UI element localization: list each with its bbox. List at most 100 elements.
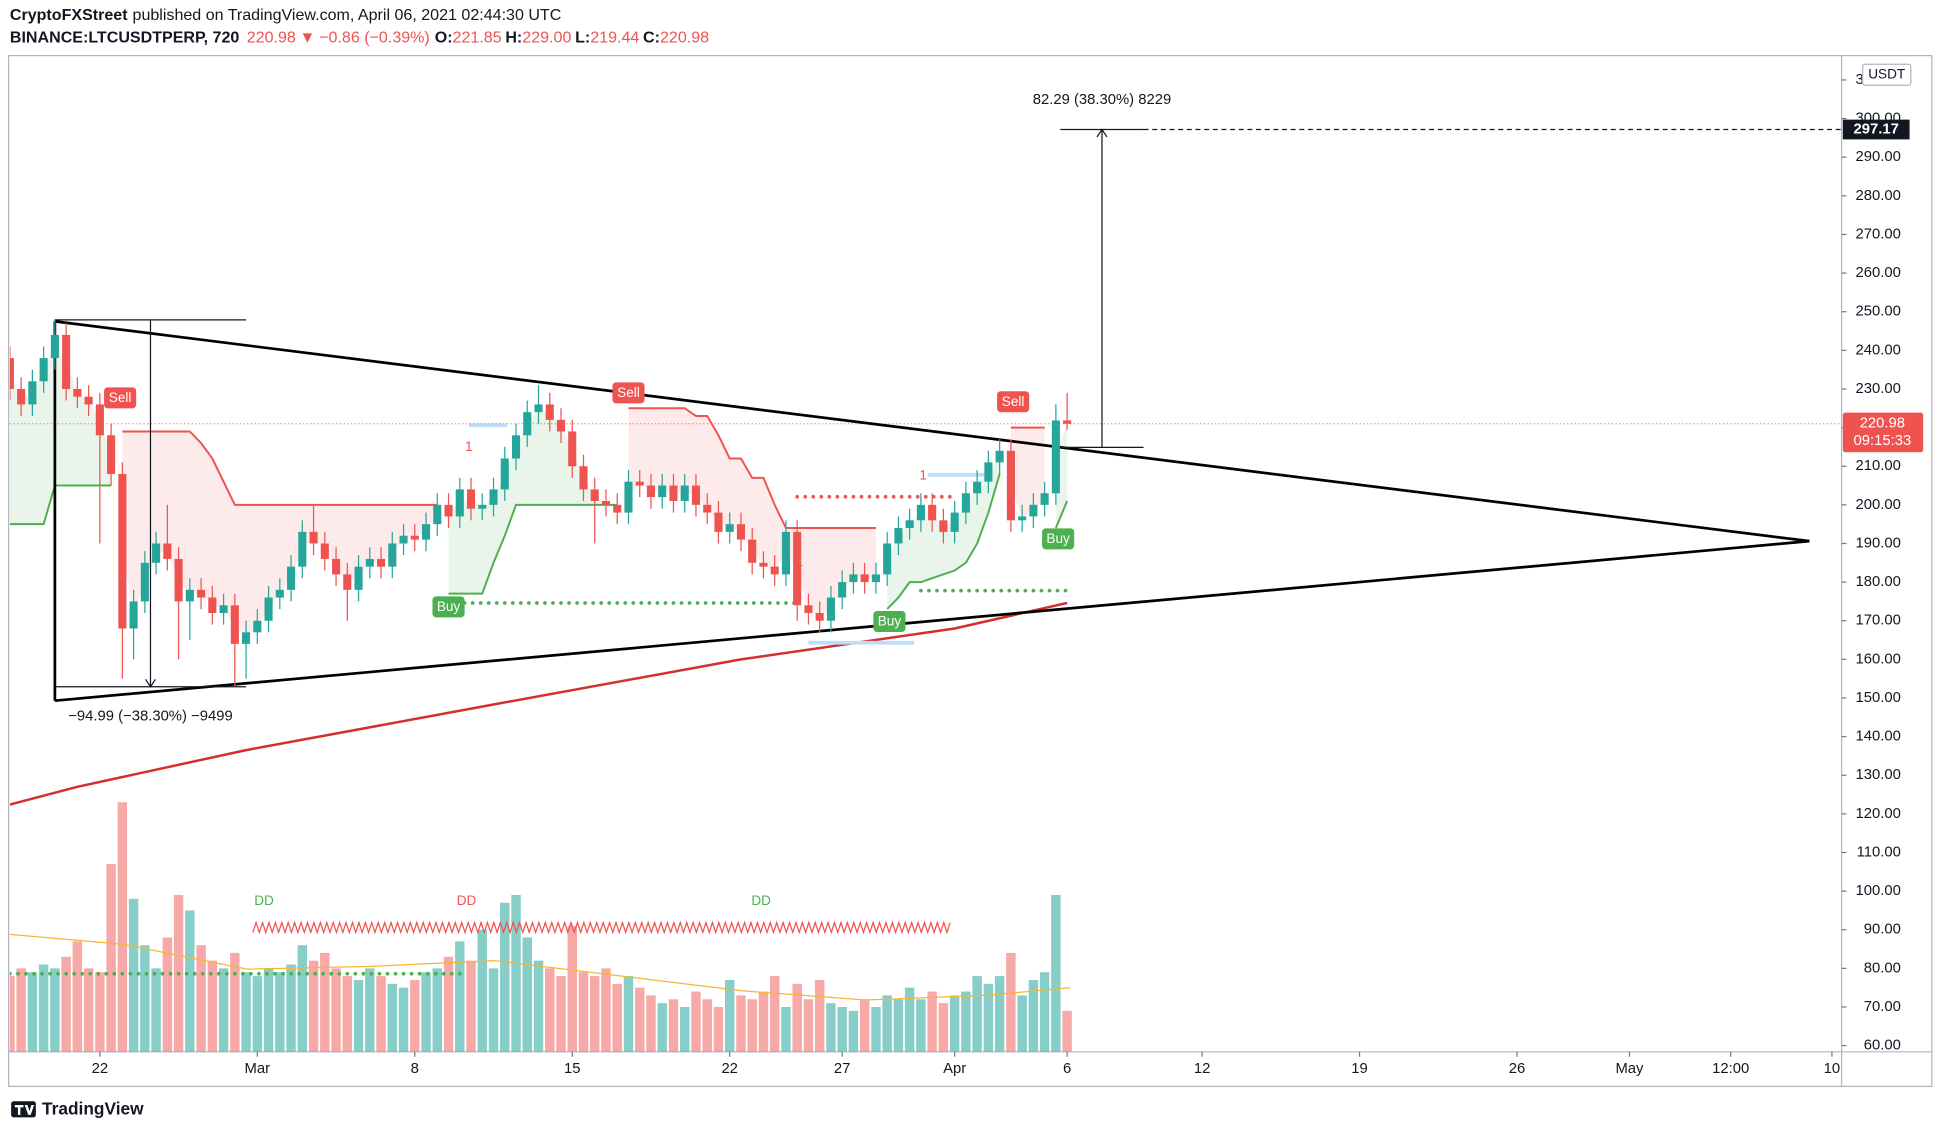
logo-glyph xyxy=(14,1104,35,1115)
volume-bar xyxy=(320,952,330,1052)
candle-body xyxy=(242,632,251,644)
candle-body xyxy=(399,535,408,544)
candle-body xyxy=(748,539,757,563)
publisher: CryptoFXStreet xyxy=(10,6,128,24)
volume-bar xyxy=(961,991,971,1052)
volume-bar xyxy=(1006,952,1016,1052)
volume-bar xyxy=(646,995,656,1052)
candle-body xyxy=(826,597,835,621)
ohlc-value: 221.85 xyxy=(453,29,502,47)
signal-label: Sell xyxy=(1002,394,1025,409)
candle-body xyxy=(62,334,71,389)
candle-body xyxy=(1063,420,1072,424)
candle-body xyxy=(264,597,273,621)
y-tick-label: 100.00 xyxy=(1856,883,1901,899)
candle-body xyxy=(332,558,341,575)
volume-bar xyxy=(297,945,308,1052)
arrow-head xyxy=(1096,128,1108,138)
footer: TradingView xyxy=(11,1098,144,1118)
volume-bar xyxy=(106,864,116,1052)
volume-bar xyxy=(61,956,71,1052)
volume-bar xyxy=(466,960,476,1052)
candle-body xyxy=(646,485,656,498)
volume-bar xyxy=(859,999,870,1052)
ohlc-key: C: xyxy=(643,29,660,47)
x-tick-label: 27 xyxy=(834,1061,851,1077)
last-price-box xyxy=(1842,412,1924,453)
volume-bar xyxy=(1051,894,1061,1052)
candle-body xyxy=(343,574,352,590)
volume-bar xyxy=(1017,995,1027,1052)
volume-bar xyxy=(128,898,139,1052)
volume-bar xyxy=(972,976,982,1052)
volume-bar xyxy=(882,995,892,1052)
candle-body xyxy=(658,485,667,498)
candle-body xyxy=(9,358,14,389)
measure-label: −94.99 (−38.30%) −9499 xyxy=(68,708,232,724)
volume-bar xyxy=(196,945,206,1052)
candle-body xyxy=(28,381,37,405)
candle-body xyxy=(534,404,543,413)
candle-body xyxy=(388,543,397,567)
candle-body xyxy=(680,485,689,501)
candle-body xyxy=(849,574,858,583)
candle-body xyxy=(410,535,419,540)
candle-body xyxy=(860,574,869,583)
y-tick-label: 140.00 xyxy=(1856,729,1901,745)
candle-body xyxy=(500,458,509,490)
candle-body xyxy=(511,435,521,459)
signal-box xyxy=(1042,528,1075,550)
volume-bar xyxy=(72,941,83,1052)
volume-bar xyxy=(848,1010,859,1052)
unit-label: USDT xyxy=(1868,66,1905,81)
x-tick-label: 12 xyxy=(1194,1061,1211,1077)
candle-body xyxy=(84,396,93,405)
volume-bar xyxy=(365,968,375,1052)
y-tick-label: 270.00 xyxy=(1856,226,1901,242)
y-tick-label: 170.00 xyxy=(1856,613,1901,629)
candle-body xyxy=(309,531,318,544)
y-tick-label: 210.00 xyxy=(1856,458,1901,474)
candle-body xyxy=(770,566,779,575)
chart-label: 1 xyxy=(796,554,804,569)
y-tick-label: 160.00 xyxy=(1856,651,1901,667)
volume-bar xyxy=(837,1007,847,1052)
change: −0.86 (−0.39%) xyxy=(319,29,430,47)
frame xyxy=(8,55,1933,1088)
volume-bar xyxy=(994,976,1005,1052)
volume-bar xyxy=(803,999,814,1052)
volume-bar xyxy=(185,910,195,1052)
trend-fill xyxy=(628,408,876,617)
target-label: 297.17 xyxy=(1854,121,1899,137)
signal-label: Sell xyxy=(617,385,640,400)
volume-bar xyxy=(758,991,769,1052)
volume-bar xyxy=(769,976,780,1052)
volume-bar xyxy=(83,968,94,1052)
volume-bar xyxy=(95,972,105,1052)
candle-body xyxy=(230,605,239,644)
volume-bar xyxy=(736,995,746,1052)
candle-body xyxy=(489,489,498,505)
ema-line xyxy=(9,601,1068,806)
candle-body xyxy=(871,574,880,583)
ohlc-key: H: xyxy=(505,29,522,47)
candle-body xyxy=(838,582,847,598)
x-tick-label: 12:00 xyxy=(1712,1061,1749,1077)
signal-label: Sell xyxy=(109,390,132,405)
volume-bar xyxy=(230,952,240,1052)
header-line: CryptoFXStreet published on TradingView.c… xyxy=(10,6,561,24)
trend-fill xyxy=(1010,427,1045,519)
volume-bar xyxy=(747,999,757,1052)
candle-body xyxy=(736,524,746,540)
candle-body xyxy=(815,613,824,621)
x-tick-label: 22 xyxy=(92,1061,109,1077)
candle-body xyxy=(613,504,622,513)
volume-bar xyxy=(724,979,735,1052)
signal-box xyxy=(612,382,645,404)
volume-bar xyxy=(421,972,431,1052)
volume-bar xyxy=(50,968,60,1052)
volume-bar xyxy=(410,979,420,1052)
ohlc-value: 219.44 xyxy=(590,29,639,47)
